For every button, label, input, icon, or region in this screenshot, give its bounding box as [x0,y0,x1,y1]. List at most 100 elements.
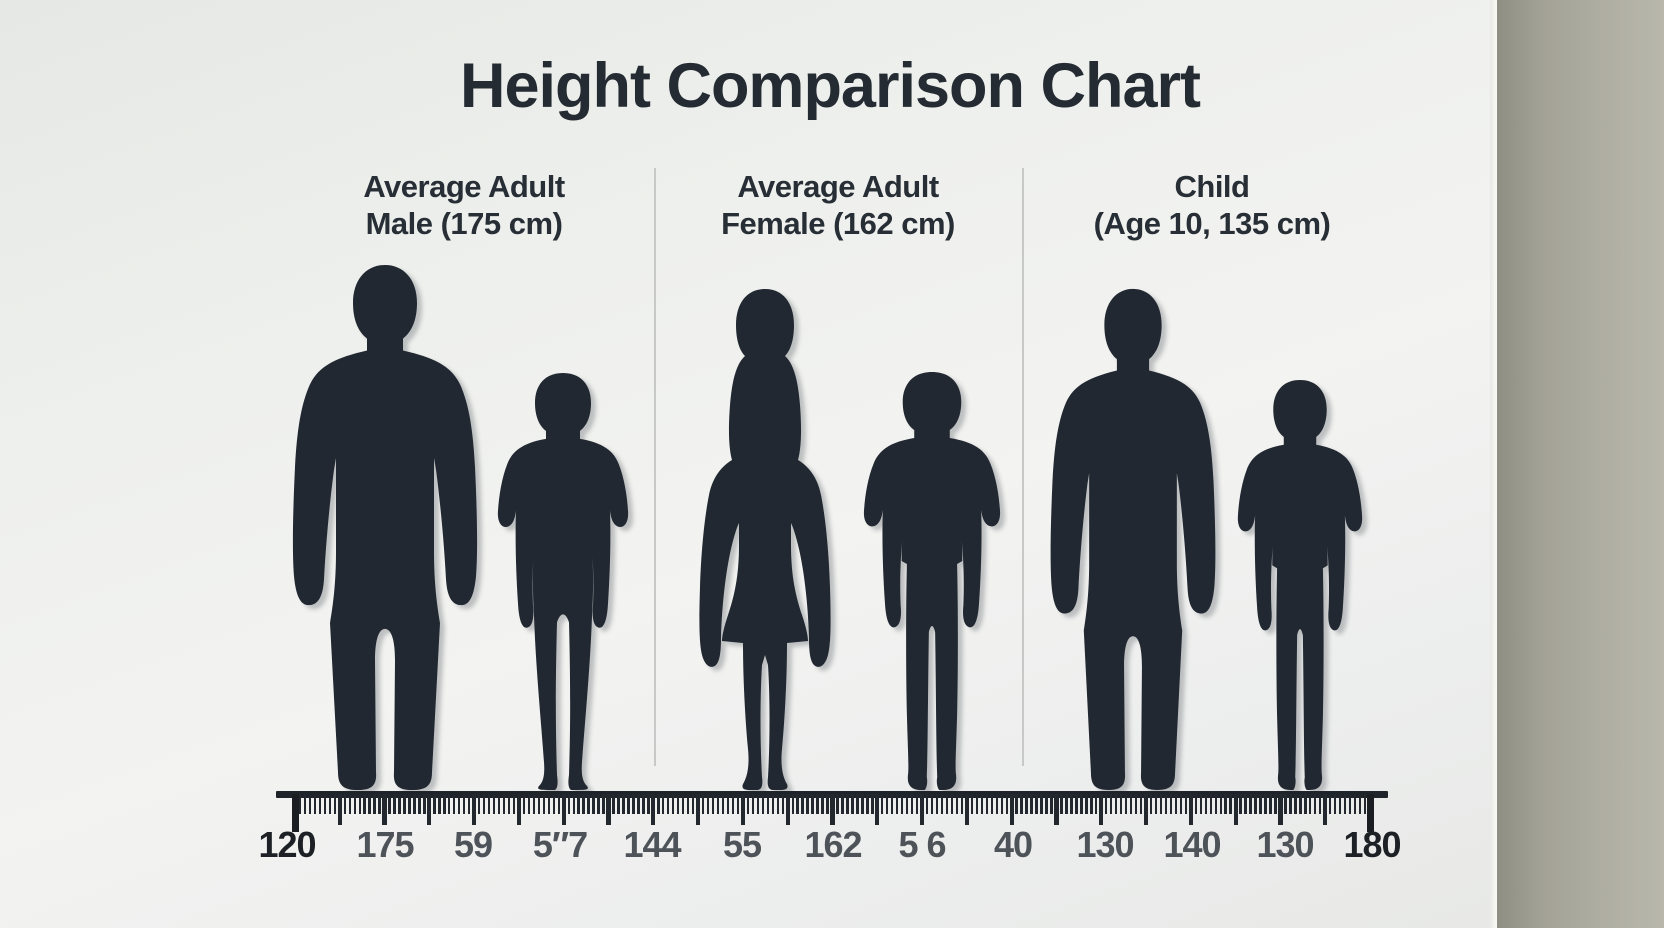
ruler-tick [547,794,551,814]
ruler-tick [507,794,511,814]
ruler-tick [1188,794,1193,825]
ruler-tick [358,794,361,814]
ruler-tick [900,794,904,814]
ruler-tick [1264,794,1267,814]
ruler-tick [1204,794,1207,814]
ruler-tick [861,794,864,814]
ruler-tick [291,794,299,832]
ruler-tick [333,794,336,814]
ruler-tick [1045,794,1048,814]
ruler-tick [682,794,685,814]
ruler-tick [662,794,665,814]
ruler-tick [1199,794,1202,814]
ruler-tick [1080,794,1083,814]
adult-female-silhouette [699,289,831,790]
ruler-tick [955,794,959,814]
ruler-tick [920,794,925,825]
page-title: Height Comparison Chart [459,51,1201,121]
ruler-tick [821,794,824,814]
ruler-tick [995,794,998,814]
ruler-tick [896,794,899,814]
ruler-tick [1284,794,1287,814]
ruler-tick [303,794,307,814]
ruler-tick [871,794,874,814]
ruler-tick [298,794,302,814]
adult-male-silhouette [1050,288,1216,790]
ruler-tick [1000,794,1003,814]
ruler-tick [1194,794,1198,814]
ruler-tick [567,794,570,814]
ruler-tick [875,794,880,825]
ruler-tick [905,794,909,814]
ruler-tick [686,794,690,814]
column-header-line2: Female (162 cm) [721,206,955,241]
ruler-tick [418,794,421,814]
ruler-tick [1005,794,1008,814]
ruler-tick [696,794,701,825]
ruler-tick [1319,794,1322,814]
ruler-tick [512,794,516,814]
ruler-tick [1309,794,1312,814]
ruler-tick [453,794,456,814]
ruler-tick [522,794,526,814]
ruler-tick [1363,794,1367,814]
ruler-tick [1154,794,1158,814]
ruler-tick [1085,794,1088,814]
ruler-tick [443,794,446,814]
ruler-tick [1254,794,1257,814]
ruler-tick [1035,794,1038,814]
ruler-tick [1233,794,1238,825]
ruler-tick [1070,794,1073,814]
ruler-tick [1184,794,1188,814]
ruler-tick [413,794,416,814]
ruler-tick [801,794,804,814]
ruler-tick [771,794,774,814]
boy-silhouette [1237,379,1363,790]
ruler-tick [1119,794,1123,814]
ruler-tick [975,794,979,814]
ruler-tick [612,794,615,814]
ruler-label: 140 [1163,824,1221,865]
ruler-tick [776,794,779,814]
ruler-tick [343,794,346,814]
ruler-tick [1149,794,1153,814]
ruler-tick [791,794,794,814]
ruler-tick [816,794,819,814]
ruler-tick [1249,794,1252,814]
ruler-tick [642,794,645,814]
ruler-tick [323,794,327,814]
ruler-tick [1219,794,1222,814]
ruler-tick [552,794,555,814]
ruler-tick [716,794,720,814]
ruler-label: 130 [1256,824,1314,865]
ruler-tick [602,794,605,814]
ruler-tick [856,794,859,814]
ruler-tick [980,794,984,814]
ruler-tick [731,794,735,814]
column-header-adult-female: Average Adult Female (162 cm) [650,168,1026,242]
column-divider [654,168,656,766]
ruler-tick [811,794,814,814]
ruler-label: 144 [623,824,681,865]
ruler-tick [516,794,522,825]
ruler-tick [1164,794,1168,814]
ruler-tick [592,794,595,814]
ruler-tick [756,794,760,814]
ruler-tick [1366,794,1374,832]
column-header-adult-male: Average Adult Male (175 cm) [268,168,660,242]
adult-male-silhouette [292,264,478,790]
ruler-tick [841,794,844,814]
ruler-tick [785,794,790,825]
ruler-tick [597,794,600,814]
column-header-line1: Average Adult [737,169,939,204]
ruler-label: 120 [258,824,316,865]
ruler-tick [746,794,750,814]
ruler-tick [1314,794,1317,814]
ruler-tick [632,794,635,814]
ruler-tick [1139,794,1143,814]
ruler-tick [348,794,351,814]
ruler-tick [657,794,660,814]
ruler-tick [701,794,705,814]
ruler-tick [427,794,432,825]
